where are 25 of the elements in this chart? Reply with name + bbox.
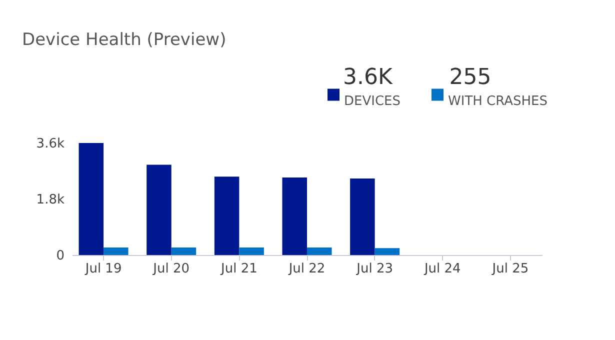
bar (374, 248, 400, 255)
bar (104, 248, 128, 255)
legend-label: DEVICES (344, 94, 400, 109)
bar (350, 178, 375, 255)
bar (146, 164, 172, 255)
x-tick-label: Jul 23 (356, 262, 393, 276)
bar (171, 248, 196, 255)
bar (78, 143, 104, 255)
text: 3.6K (343, 65, 393, 90)
bar (282, 178, 307, 255)
bar (214, 176, 240, 255)
x-tick-label: Jul 25 (491, 262, 529, 276)
y-tick-label: 3.6k (36, 136, 65, 152)
bar (239, 248, 264, 255)
x-tick-label: Jul 22 (288, 262, 326, 276)
y-tick-label: 1.8k (36, 192, 65, 208)
x-tick-label: Jul 20 (152, 262, 190, 276)
legend-label: WITH CRASHES (448, 94, 548, 109)
x-tick-label: Jul 21 (220, 262, 258, 276)
chart-title: Device Health (Preview) (22, 30, 226, 50)
text: 255 (449, 65, 492, 90)
y-tick-label: 0 (56, 248, 64, 264)
x-tick-label: Jul 19 (84, 262, 122, 276)
bar (307, 248, 332, 255)
x-tick-label: Jul 24 (423, 262, 461, 276)
